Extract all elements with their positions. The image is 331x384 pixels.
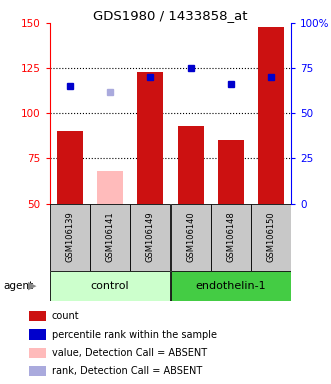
Bar (177, 126, 204, 204)
Title: GDS1980 / 1433858_at: GDS1980 / 1433858_at (93, 9, 248, 22)
Text: GSM106140: GSM106140 (186, 212, 195, 262)
Bar (50, 204, 90, 271)
Bar (211, 204, 251, 271)
Bar (251, 204, 291, 271)
Bar (90, 204, 130, 271)
Text: value, Detection Call = ABSENT: value, Detection Call = ABSENT (52, 348, 207, 358)
Text: ▶: ▶ (28, 281, 37, 291)
Bar (171, 204, 211, 271)
Bar (50, 271, 170, 301)
Bar (29, 366, 46, 376)
Text: rank, Detection Call = ABSENT: rank, Detection Call = ABSENT (52, 366, 202, 376)
Bar (29, 311, 46, 321)
Text: agent: agent (3, 281, 33, 291)
Text: GSM106139: GSM106139 (65, 212, 74, 263)
Text: GSM106148: GSM106148 (226, 212, 235, 263)
Bar (29, 348, 46, 358)
Text: GSM106149: GSM106149 (146, 212, 155, 262)
Text: GSM106141: GSM106141 (106, 212, 115, 262)
Text: endothelin-1: endothelin-1 (196, 281, 266, 291)
Bar (57, 131, 83, 204)
Bar (258, 26, 284, 204)
Text: control: control (91, 281, 129, 291)
Text: GSM106150: GSM106150 (267, 212, 276, 262)
Bar (137, 72, 164, 204)
Bar (130, 204, 170, 271)
Bar (218, 141, 244, 204)
Bar (97, 171, 123, 204)
Text: percentile rank within the sample: percentile rank within the sample (52, 329, 217, 339)
Bar (29, 329, 46, 340)
Text: count: count (52, 311, 79, 321)
Bar (171, 271, 291, 301)
